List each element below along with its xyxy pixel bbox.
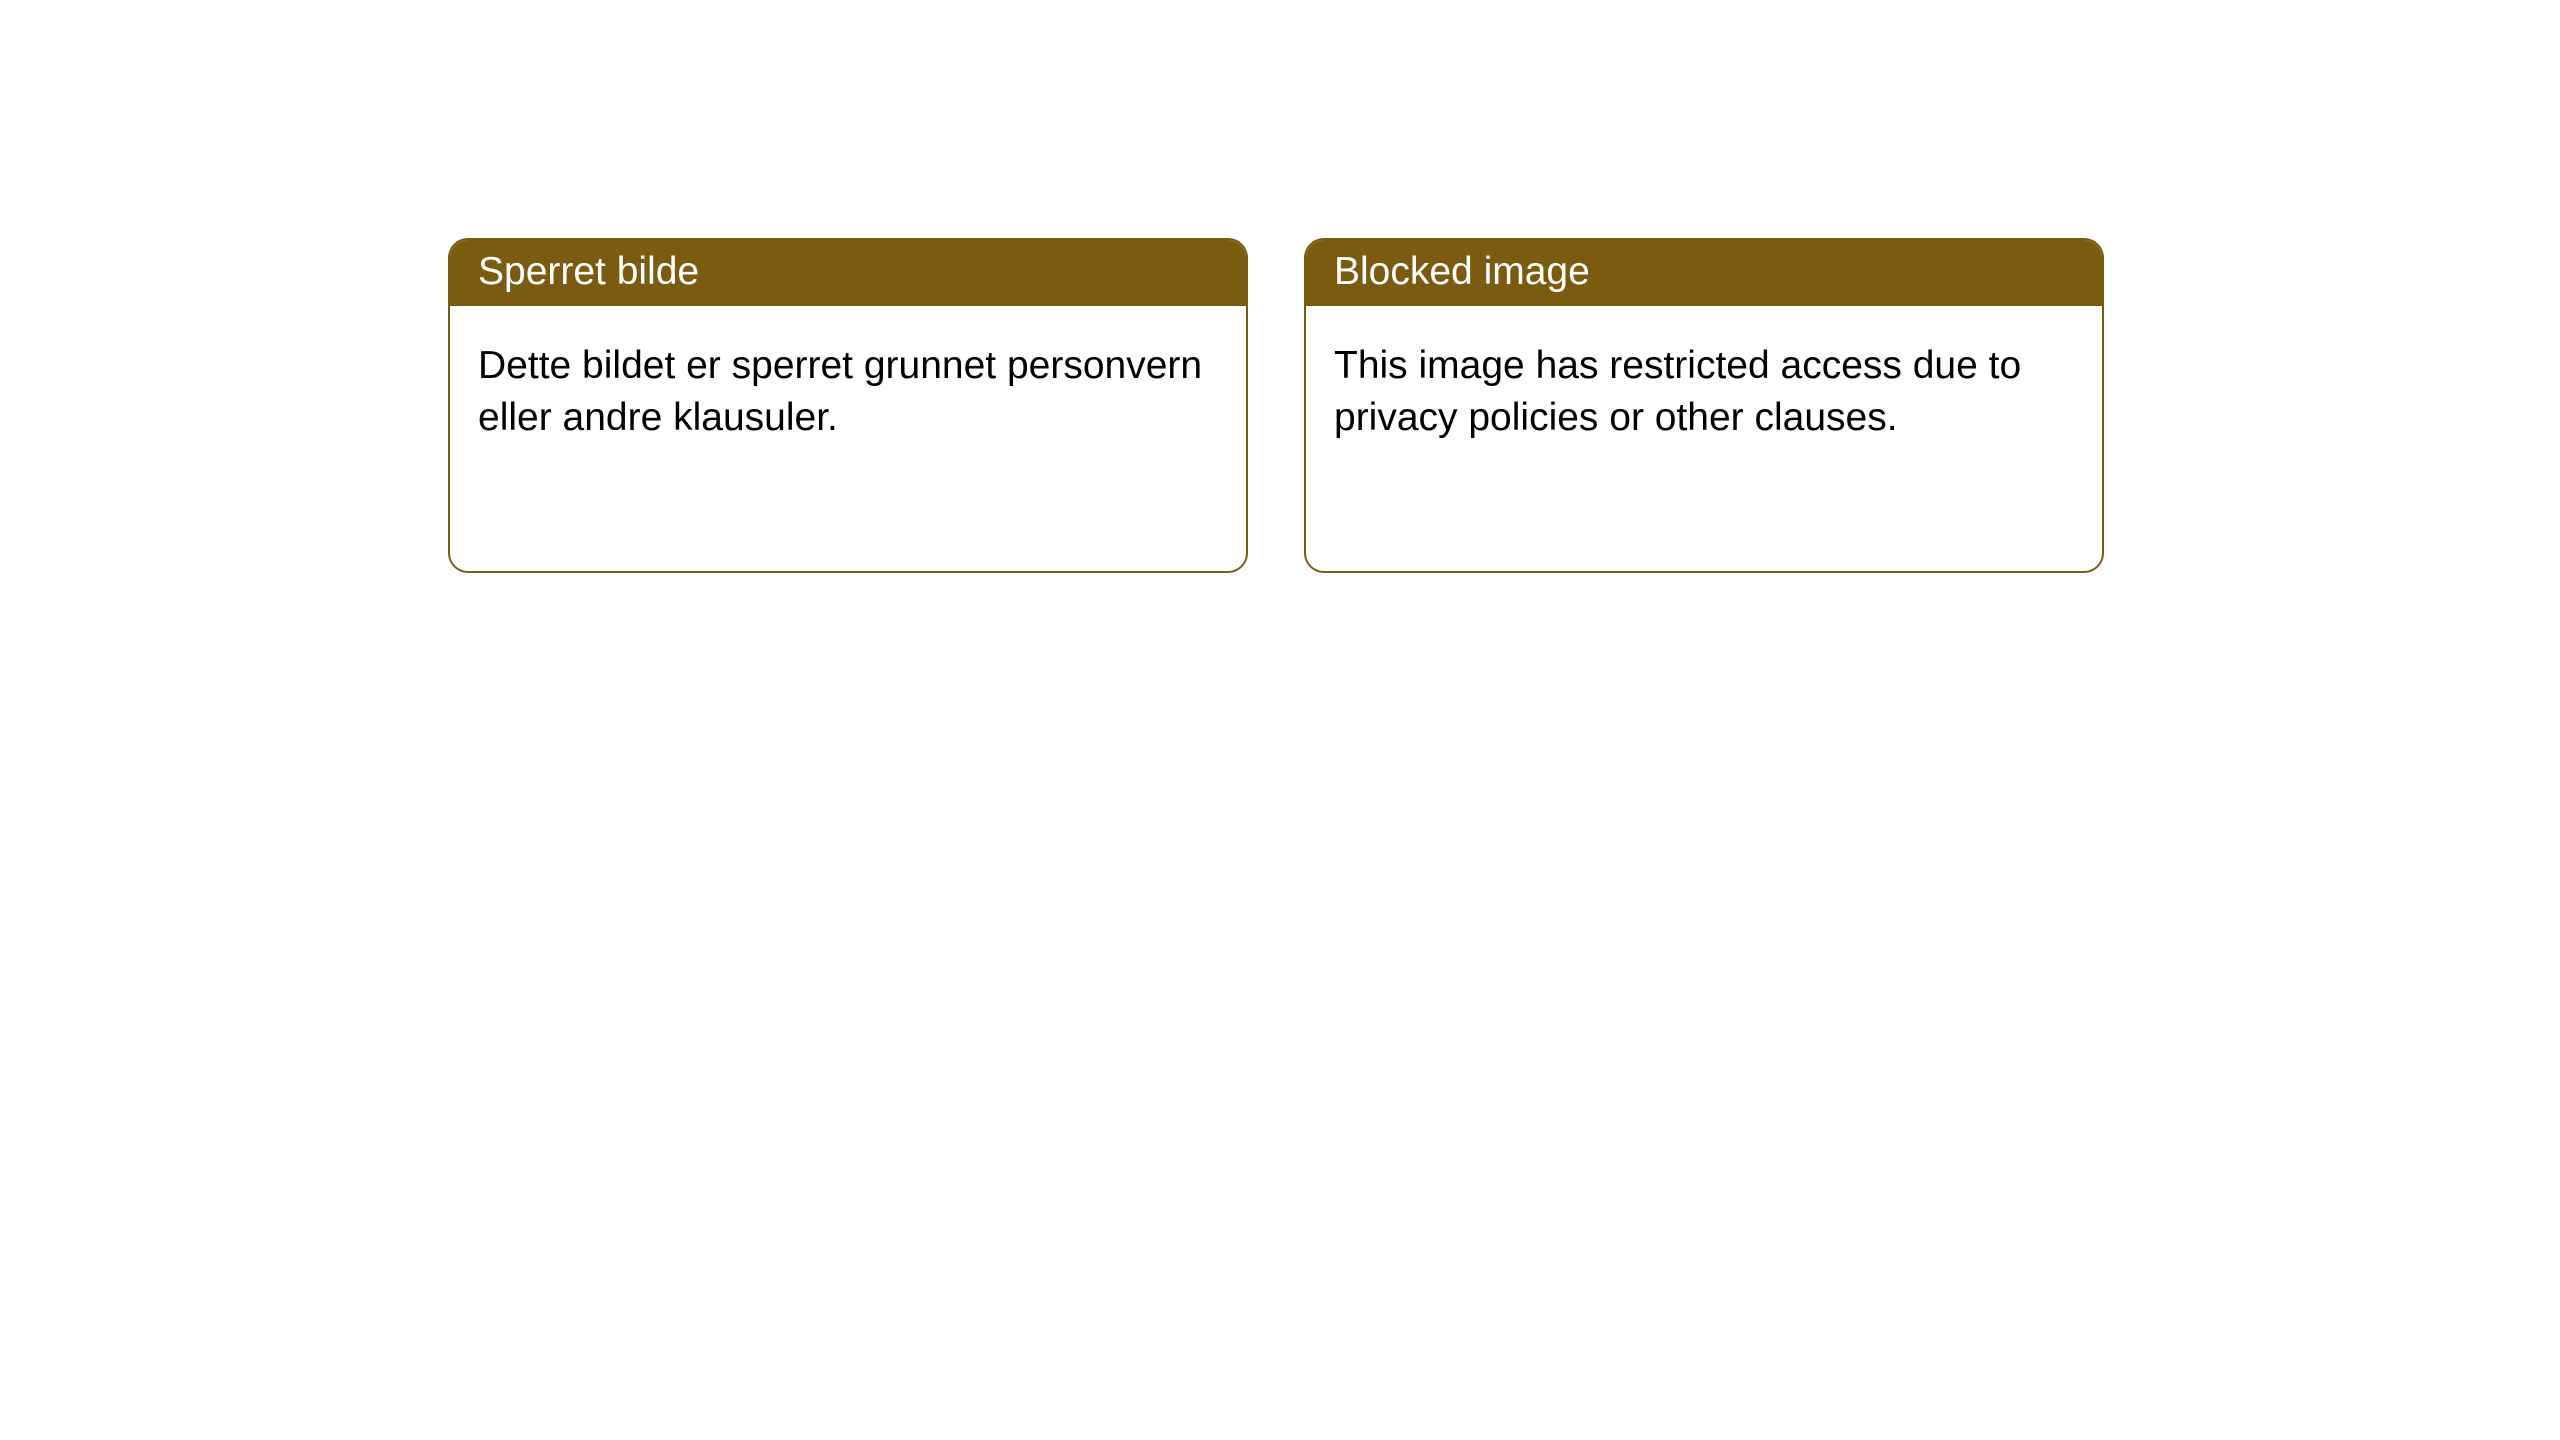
notice-header: Sperret bilde <box>450 240 1246 306</box>
notice-container: Sperret bilde Dette bildet er sperret gr… <box>0 0 2560 573</box>
notice-body: This image has restricted access due to … <box>1306 306 2102 478</box>
notice-body: Dette bildet er sperret grunnet personve… <box>450 306 1246 478</box>
notice-card-norwegian: Sperret bilde Dette bildet er sperret gr… <box>448 238 1248 573</box>
notice-header: Blocked image <box>1306 240 2102 306</box>
notice-card-english: Blocked image This image has restricted … <box>1304 238 2104 573</box>
